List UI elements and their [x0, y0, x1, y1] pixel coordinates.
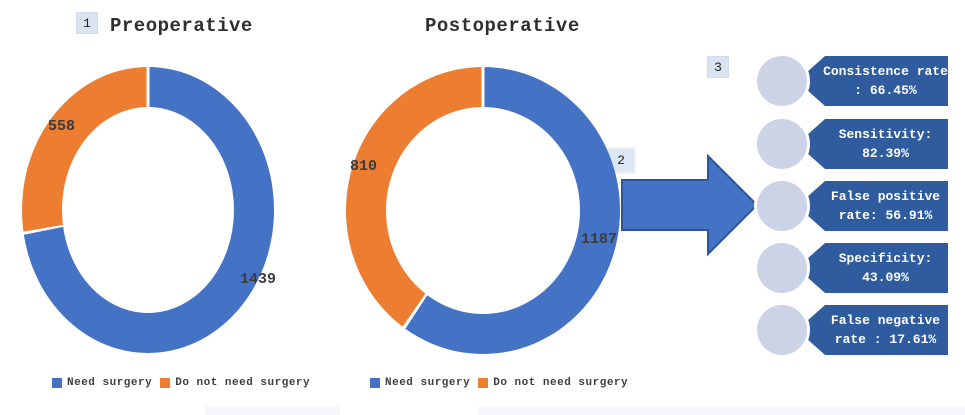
- donut-hole: [386, 107, 580, 314]
- chart-title-preoperative: Preoperative: [110, 15, 253, 37]
- artifact-strip: [478, 406, 965, 415]
- stat-bar: False positive rate: 56.91%: [797, 181, 948, 231]
- stat-circle: [754, 302, 810, 358]
- data-label-preop-blue: 1439: [240, 271, 277, 288]
- stat-row-false-positive-rate: False positive rate: 56.91%: [754, 178, 948, 234]
- data-label-postop-orange: 810: [350, 158, 378, 175]
- legend-swatch-do-not-need-surgery: [478, 378, 489, 388]
- stat-row-specificity: Specificity: 43.09%: [754, 240, 948, 296]
- badge-3: 3: [707, 56, 729, 78]
- stat-bar: Consistence rate : 66.45%: [797, 56, 948, 106]
- stat-text-line2: 43.09%: [862, 270, 909, 285]
- data-label-preop-orange: 558: [48, 118, 76, 135]
- stat-bar: False negative rate : 17.61%: [797, 305, 948, 355]
- stat-text-line1: Specificity:: [838, 251, 933, 266]
- legend-swatch-need-surgery: [370, 378, 380, 388]
- stat-text-line2: rate: 56.91%: [838, 208, 933, 223]
- legend-swatch-need-surgery: [52, 378, 62, 388]
- stat-text-line1: False positive: [830, 189, 941, 204]
- legend-label-do-not-need-surgery: Do not need surgery: [175, 377, 311, 389]
- stat-text-line1: False negative: [830, 313, 941, 328]
- stat-text-line1: Sensitivity:: [838, 127, 933, 142]
- badge-1: 1: [76, 12, 98, 34]
- right-arrow-icon: [621, 153, 759, 257]
- legend-postoperative: Need surgery Do not need surgery: [370, 377, 628, 389]
- legend-preoperative: Need surgery Do not need surgery: [52, 377, 310, 389]
- stat-text-line2: rate : 17.61%: [834, 332, 937, 347]
- stat-text-line1: Consistence rate: [823, 64, 948, 79]
- stat-row-sensitivity: Sensitivity: 82.39%: [754, 116, 948, 172]
- stat-row-consistence-rate: Consistence rate : 66.45%: [754, 53, 948, 109]
- stat-bar: Specificity: 43.09%: [797, 243, 948, 293]
- stat-row-false-negative-rate: False negative rate : 17.61%: [754, 302, 948, 358]
- stat-circle: [754, 53, 810, 109]
- legend-label-do-not-need-surgery: Do not need surgery: [493, 377, 629, 389]
- stat-circle: [754, 116, 810, 172]
- data-label-postop-blue: 1187: [581, 231, 618, 248]
- artifact-strip: [205, 406, 340, 415]
- stat-text-line2: : 66.45%: [854, 83, 917, 98]
- legend-label-need-surgery: Need surgery: [67, 377, 153, 389]
- legend-swatch-do-not-need-surgery: [160, 378, 171, 388]
- donut-chart-preoperative: [22, 67, 274, 353]
- stat-circle: [754, 178, 810, 234]
- donut-hole: [62, 107, 234, 313]
- legend-label-need-surgery: Need surgery: [385, 377, 471, 389]
- chart-title-postoperative: Postoperative: [425, 15, 580, 37]
- stat-circle: [754, 240, 810, 296]
- stat-text-line2: 82.39%: [862, 146, 909, 161]
- stat-bar: Sensitivity: 82.39%: [797, 119, 948, 169]
- donut-chart-postoperative: [346, 67, 620, 354]
